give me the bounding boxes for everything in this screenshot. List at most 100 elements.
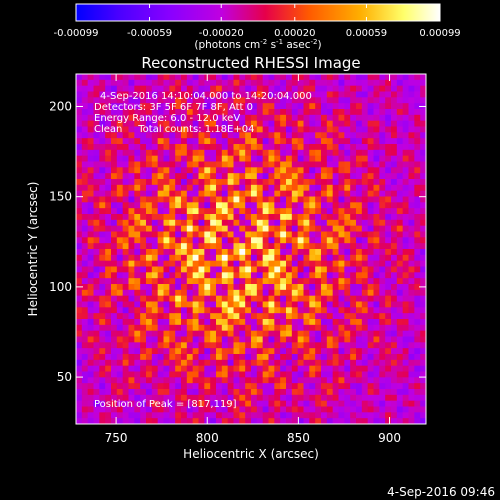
heatmap-cell	[385, 336, 392, 343]
heatmap-cell	[408, 155, 415, 162]
heatmap-cell	[122, 348, 129, 355]
heatmap-cell	[192, 184, 199, 192]
heatmap-cell	[396, 74, 404, 81]
heatmap-cell	[332, 313, 339, 320]
heatmap-cell	[396, 383, 404, 390]
heatmap-cell	[233, 184, 240, 192]
heatmap-cell	[146, 190, 153, 197]
heatmap-cell	[338, 231, 345, 238]
heatmap-cell	[233, 412, 240, 419]
heatmap-cell	[146, 383, 153, 390]
heatmap-cell	[227, 155, 234, 162]
heatmap-cell	[204, 144, 211, 151]
heatmap-cell	[81, 266, 89, 273]
heatmap-cell	[303, 383, 310, 390]
heatmap-cell	[151, 79, 159, 87]
heatmap-cell	[163, 389, 170, 396]
heatmap-cell	[169, 377, 176, 384]
heatmap-cell	[76, 120, 83, 127]
heatmap-cell	[140, 295, 147, 302]
heatmap-cell	[291, 208, 299, 215]
heatmap-cell	[367, 202, 374, 209]
x-tick-label: 750	[105, 431, 128, 445]
heatmap-cell	[122, 132, 129, 139]
heatmap-cell	[151, 184, 159, 192]
heatmap-cell	[385, 394, 392, 402]
heatmap-cell	[81, 138, 89, 145]
heatmap-cell	[87, 394, 94, 402]
heatmap-cell	[169, 307, 176, 314]
heatmap-cell	[192, 167, 199, 174]
heatmap-cell	[274, 85, 281, 92]
heatmap-cell	[268, 155, 275, 162]
heatmap-cell	[93, 394, 100, 402]
heatmap-cell	[291, 126, 299, 133]
heatmap-cell	[391, 301, 398, 308]
heatmap-cell	[385, 149, 392, 157]
heatmap-cell	[99, 91, 106, 98]
heatmap-cell	[105, 295, 112, 302]
heatmap-cell	[402, 289, 409, 297]
heatmap-cell	[99, 190, 106, 197]
heatmap-cell	[87, 307, 94, 314]
heatmap-cell	[210, 219, 217, 227]
heatmap-cell	[169, 412, 176, 419]
heatmap-cell	[402, 79, 409, 87]
heatmap-cell	[140, 342, 147, 349]
heatmap-cell	[402, 354, 409, 361]
heatmap-cell	[216, 336, 223, 343]
heatmap-cell	[408, 371, 415, 378]
heatmap-cell	[268, 138, 275, 145]
heatmap-cell	[221, 348, 229, 355]
heatmap-cell	[303, 184, 310, 192]
heatmap-cell	[350, 85, 357, 92]
heatmap-cell	[204, 406, 211, 413]
heatmap-cell	[105, 313, 112, 320]
heatmap-cell	[321, 307, 328, 314]
heatmap-cell	[198, 307, 205, 314]
heatmap-cell	[297, 74, 304, 81]
heatmap-cell	[216, 389, 223, 396]
heatmap-cell	[385, 272, 392, 279]
heatmap-cell	[111, 354, 118, 361]
heatmap-cell	[233, 79, 240, 87]
heatmap-cell	[274, 167, 281, 174]
heatmap-cell	[344, 219, 351, 227]
heatmap-cell	[210, 109, 217, 116]
heatmap-cell	[332, 254, 339, 262]
heatmap-cell	[116, 219, 124, 227]
heatmap-cell	[87, 167, 94, 174]
heatmap-cell	[192, 208, 199, 215]
heatmap-cell	[414, 114, 421, 122]
heatmap-cell	[251, 383, 258, 390]
heatmap-cell	[321, 173, 328, 180]
heatmap-cell	[233, 354, 240, 361]
heatmap-cell	[367, 354, 374, 361]
heatmap-cell	[303, 377, 310, 384]
heatmap-cell	[420, 249, 427, 256]
heatmap-cell	[93, 79, 100, 87]
heatmap-cell	[315, 365, 322, 372]
heatmap-cell	[420, 120, 427, 127]
heatmap-cell	[198, 412, 205, 419]
heatmap-cell	[326, 214, 334, 221]
heatmap-cell	[140, 400, 147, 407]
heatmap-cell	[221, 412, 229, 419]
heatmap-cell	[146, 324, 153, 332]
heatmap-cell	[391, 97, 398, 104]
heatmap-cell	[181, 324, 188, 332]
heatmap-cell	[251, 202, 258, 209]
heatmap-cell	[128, 313, 135, 320]
heatmap-cell	[116, 289, 124, 297]
heatmap-cell	[239, 324, 246, 332]
heatmap-cell	[204, 109, 211, 116]
heatmap-cell	[396, 278, 404, 285]
heatmap-cell	[157, 249, 164, 256]
heatmap-cell	[385, 196, 392, 203]
heatmap-cell	[128, 179, 135, 186]
heatmap-cell	[321, 348, 328, 355]
heatmap-cell	[198, 394, 205, 402]
heatmap-cell	[105, 231, 112, 238]
heatmap-cell	[93, 237, 100, 244]
heatmap-cell	[239, 155, 246, 162]
